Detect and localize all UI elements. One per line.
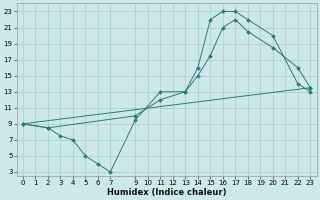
X-axis label: Humidex (Indice chaleur): Humidex (Indice chaleur) xyxy=(107,188,226,197)
